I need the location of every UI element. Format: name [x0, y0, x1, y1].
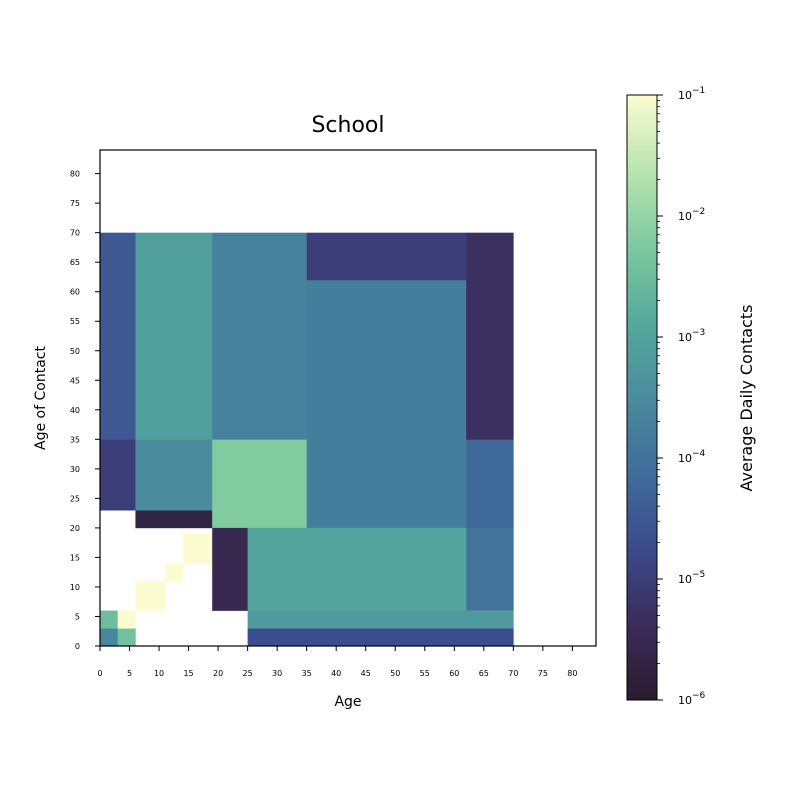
heatmap-cell — [466, 232, 514, 440]
x-tick-label: 35 — [302, 669, 312, 678]
x-tick-label: 15 — [183, 669, 193, 678]
heatmap-cell — [117, 610, 136, 629]
x-tick-label: 80 — [567, 669, 577, 678]
x-tick-label: 0 — [97, 669, 102, 678]
y-tick-label: 15 — [70, 553, 80, 562]
colorbar-tick-label: 10−4 — [678, 449, 706, 465]
plot-frame — [99, 149, 597, 647]
x-tick-label: 25 — [243, 669, 253, 678]
heatmap-cell — [247, 628, 514, 647]
y-tick-label: 80 — [70, 170, 80, 179]
x-tick-label: 5 — [127, 669, 132, 678]
heatmap-cell — [117, 628, 136, 647]
y-tick-label: 40 — [70, 406, 80, 415]
heatmap-cell — [135, 232, 213, 440]
heatmap-cell — [164, 563, 183, 582]
heatmap-cell — [100, 439, 136, 511]
heatmap-cell — [212, 439, 307, 529]
x-tick-label: 20 — [213, 669, 223, 678]
colorbar-label: Average Daily Contacts — [737, 305, 756, 492]
heatmap-cell — [135, 439, 213, 511]
heatmap-cells — [100, 232, 514, 647]
colorbar-tick-label: 10−1 — [678, 86, 705, 102]
y-tick-label: 25 — [70, 494, 80, 503]
heatmap-cell — [466, 527, 514, 611]
x-tick-label: 30 — [272, 669, 282, 678]
x-tick-label: 65 — [479, 669, 489, 678]
heatmap-cell — [212, 232, 307, 440]
heatmap-cell — [247, 527, 467, 611]
y-tick-label: 50 — [70, 347, 80, 356]
heatmap-cell — [466, 439, 514, 529]
heatmap-cell — [306, 232, 467, 281]
y-tick-label: 45 — [70, 376, 80, 385]
x-axis-label: Age — [334, 694, 361, 710]
y-tick-label: 30 — [70, 465, 80, 474]
x-tick-label: 75 — [538, 669, 548, 678]
x-tick-label: 40 — [331, 669, 341, 678]
colorbar-tick-label: 10−5 — [678, 570, 705, 586]
heatmap-cell — [135, 510, 219, 529]
y-axis-ticks: 0 5 10 15 20 25 30 35 40 45 50 55 60 65 70 75 80 — [70, 170, 100, 651]
x-tick-label: 50 — [390, 669, 400, 678]
y-tick-label: 35 — [70, 435, 80, 444]
heatmap-cell — [100, 610, 119, 629]
colorbar — [626, 94, 658, 701]
colorbar-ticks: 10−1 10−2 10−3 10−4 10−5 10−6 — [657, 86, 706, 707]
heatmap-cell — [100, 232, 136, 440]
colorbar-tick-label: 10−6 — [678, 691, 706, 707]
heatmap-cell — [247, 610, 514, 629]
colorbar-tick-label: 10−3 — [678, 328, 705, 344]
y-tick-label: 55 — [70, 317, 80, 326]
heatmap-cell — [212, 527, 248, 611]
y-tick-label: 60 — [70, 288, 80, 297]
x-tick-label: 45 — [361, 669, 371, 678]
y-tick-label: 10 — [70, 583, 80, 592]
heatmap-cell — [100, 628, 119, 647]
heatmap-cell — [135, 581, 166, 611]
colorbar-tick-label: 10−2 — [678, 207, 705, 223]
heatmap-cell — [306, 279, 467, 529]
x-tick-label: 55 — [420, 669, 430, 678]
heatmap-cell — [182, 533, 213, 564]
x-tick-label: 70 — [508, 669, 518, 678]
y-tick-label: 20 — [70, 524, 80, 533]
y-axis-label: Age of Contact — [33, 346, 49, 450]
x-tick-label: 10 — [154, 669, 164, 678]
y-tick-label: 65 — [70, 258, 80, 267]
y-tick-label: 5 — [75, 612, 80, 621]
chart-title: School — [311, 113, 384, 138]
x-tick-label: 60 — [449, 669, 459, 678]
y-tick-label: 70 — [70, 229, 80, 238]
x-axis-ticks: 0 5 10 15 20 25 30 35 40 45 50 55 60 65 70 75 80 — [97, 646, 577, 678]
y-tick-label: 75 — [70, 199, 80, 208]
y-tick-label: 0 — [75, 642, 80, 651]
